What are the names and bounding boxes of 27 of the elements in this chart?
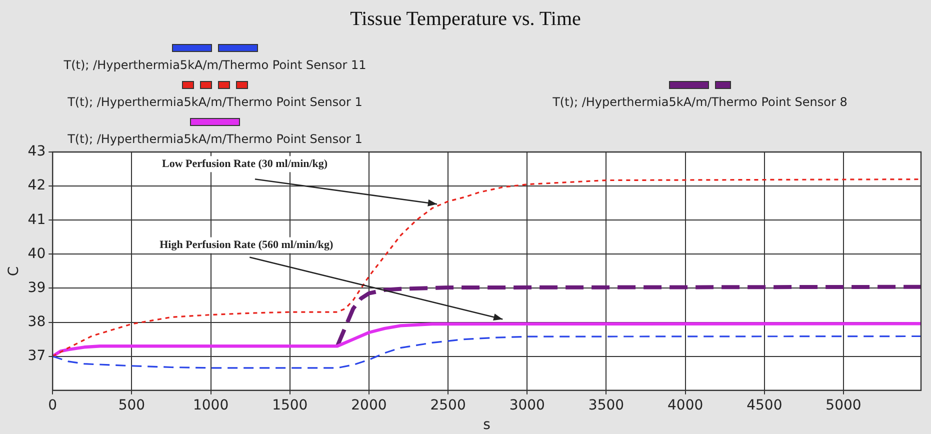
x-tick-label: 0 — [48, 397, 58, 414]
x-tick-label: 3500 — [588, 397, 624, 414]
x-tick-label: 4500 — [746, 397, 782, 414]
legend-label: T(t); /Hyperthermia5kA/m/Thermo Point Sensor 8 — [552, 95, 848, 109]
y-tick-label: 38 — [28, 314, 46, 330]
annotation: High Perfusion Rate (560 ml/min/kg) — [160, 239, 334, 252]
x-tick-label: 2000 — [351, 397, 387, 414]
x-tick-label: 5000 — [826, 397, 862, 414]
y-tick-label: 40 — [28, 246, 46, 262]
legend-label: T(t); /Hyperthermia5kA/m/Thermo Point Sensor 1 — [68, 132, 362, 146]
x-tick-label: 2500 — [430, 397, 466, 414]
chart-title: Tissue Temperature vs. Time — [349, 8, 582, 31]
y-tick-label: 41 — [28, 212, 46, 228]
x-axis-title: s — [483, 417, 490, 434]
y-tick-label: 37 — [28, 348, 46, 364]
legend-label: T(t); /Hyperthermia5kA/m/Thermo Point Sensor 1 — [66, 95, 364, 109]
x-tick-label: 1000 — [192, 397, 229, 414]
y-tick-label: 43 — [28, 144, 46, 160]
x-tick-label: 3000 — [509, 397, 545, 414]
annotation: Low Perfusion Rate (30 ml/min/kg) — [162, 158, 328, 170]
x-tick-label: 1500 — [272, 397, 308, 414]
y-tick-label: 39 — [28, 280, 46, 296]
y-tick-label: 42 — [28, 178, 46, 194]
y-axis-title: C — [6, 266, 22, 276]
x-tick-label: 500 — [118, 397, 146, 414]
legend-label: T(t); /Hyperthermia5kA/m/Thermo Point Sensor 11 — [62, 58, 368, 72]
x-tick-label: 4000 — [668, 397, 704, 414]
